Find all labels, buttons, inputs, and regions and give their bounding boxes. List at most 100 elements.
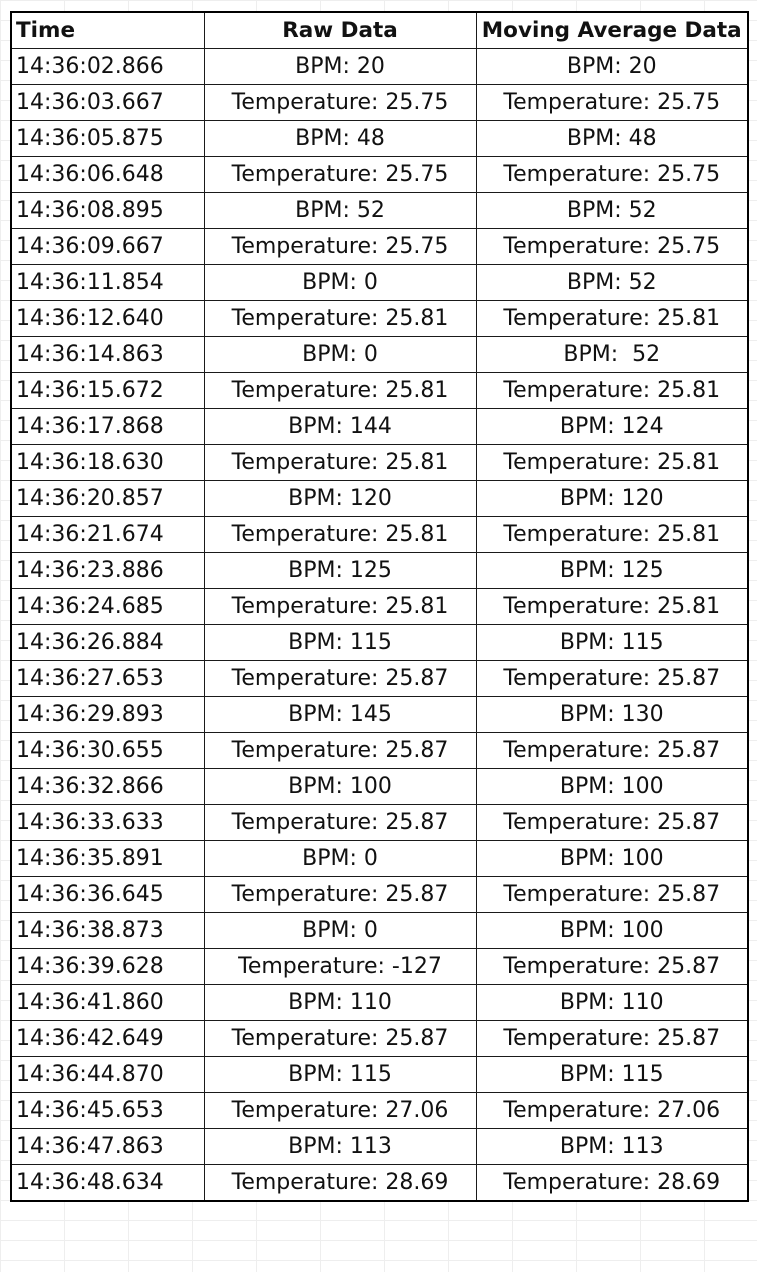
time-cell[interactable]: 14:36:41.860 bbox=[10, 984, 205, 1021]
time-cell[interactable]: 14:36:14.863 bbox=[10, 336, 205, 373]
raw-data-cell[interactable]: BPM: 0 bbox=[203, 912, 477, 949]
raw-data-cell[interactable]: Temperature: 25.75 bbox=[203, 228, 477, 265]
raw-data-cell[interactable]: Temperature: 27.06 bbox=[203, 1092, 477, 1129]
time-cell[interactable]: 14:36:45.653 bbox=[10, 1092, 205, 1129]
raw-data-cell[interactable]: BPM: 113 bbox=[203, 1128, 477, 1165]
raw-data-cell[interactable]: BPM: 0 bbox=[203, 336, 477, 373]
time-cell[interactable]: 14:36:30.655 bbox=[10, 732, 205, 769]
raw-data-cell[interactable]: BPM: 52 bbox=[203, 192, 477, 229]
raw-data-cell[interactable]: BPM: 110 bbox=[203, 984, 477, 1021]
time-cell[interactable]: 14:36:17.868 bbox=[10, 408, 205, 445]
moving-average-cell[interactable]: Temperature: 25.75 bbox=[475, 156, 749, 193]
raw-data-cell[interactable]: Temperature: 25.81 bbox=[203, 588, 477, 625]
time-cell[interactable]: 14:36:06.648 bbox=[10, 156, 205, 193]
moving-average-cell[interactable]: BPM: 115 bbox=[475, 624, 749, 661]
time-cell[interactable]: 14:36:35.891 bbox=[10, 840, 205, 877]
moving-average-cell[interactable]: Temperature: 25.81 bbox=[475, 300, 749, 337]
moving-average-cell[interactable]: Temperature: 25.87 bbox=[475, 804, 749, 841]
moving-average-cell[interactable]: Temperature: 25.81 bbox=[475, 372, 749, 409]
raw-data-cell[interactable]: Temperature: 25.75 bbox=[203, 156, 477, 193]
raw-data-cell[interactable]: Temperature: 25.87 bbox=[203, 732, 477, 769]
time-cell[interactable]: 14:36:09.667 bbox=[10, 228, 205, 265]
raw-data-cell[interactable]: Temperature: 25.81 bbox=[203, 300, 477, 337]
moving-average-cell[interactable]: BPM: 124 bbox=[475, 408, 749, 445]
raw-data-cell[interactable]: Temperature: 25.81 bbox=[203, 516, 477, 553]
time-cell[interactable]: 14:36:27.653 bbox=[10, 660, 205, 697]
raw-data-cell[interactable]: BPM: 145 bbox=[203, 696, 477, 733]
time-cell[interactable]: 14:36:05.875 bbox=[10, 120, 205, 157]
time-cell[interactable]: 14:36:33.633 bbox=[10, 804, 205, 841]
moving-average-cell[interactable]: Temperature: 25.87 bbox=[475, 660, 749, 697]
raw-data-cell[interactable]: BPM: 115 bbox=[203, 1056, 477, 1093]
header-time[interactable]: Time bbox=[10, 11, 205, 49]
raw-data-cell[interactable]: Temperature: 25.87 bbox=[203, 804, 477, 841]
time-cell[interactable]: 14:36:26.884 bbox=[10, 624, 205, 661]
moving-average-cell[interactable]: BPM: 110 bbox=[475, 984, 749, 1021]
moving-average-cell[interactable]: BPM: 113 bbox=[475, 1128, 749, 1165]
raw-data-cell[interactable]: BPM: 20 bbox=[203, 48, 477, 85]
time-cell[interactable]: 14:36:44.870 bbox=[10, 1056, 205, 1093]
raw-data-cell[interactable]: Temperature: 25.75 bbox=[203, 84, 477, 121]
raw-data-cell[interactable]: Temperature: 25.81 bbox=[203, 444, 477, 481]
moving-average-cell[interactable]: BPM: 130 bbox=[475, 696, 749, 733]
time-cell[interactable]: 14:36:21.674 bbox=[10, 516, 205, 553]
moving-average-cell[interactable]: BPM: 52 bbox=[475, 264, 749, 301]
moving-average-cell[interactable]: BPM: 100 bbox=[475, 912, 749, 949]
moving-average-cell[interactable]: Temperature: 25.87 bbox=[475, 1020, 749, 1057]
time-cell[interactable]: 14:36:47.863 bbox=[10, 1128, 205, 1165]
moving-average-cell[interactable]: Temperature: 25.81 bbox=[475, 588, 749, 625]
time-cell[interactable]: 14:36:29.893 bbox=[10, 696, 205, 733]
moving-average-cell[interactable]: BPM: 120 bbox=[475, 480, 749, 517]
raw-data-cell[interactable]: BPM: 115 bbox=[203, 624, 477, 661]
moving-average-cell[interactable]: BPM: 125 bbox=[475, 552, 749, 589]
time-cell[interactable]: 14:36:24.685 bbox=[10, 588, 205, 625]
raw-data-cell[interactable]: Temperature: 28.69 bbox=[203, 1164, 477, 1202]
time-cell[interactable]: 14:36:03.667 bbox=[10, 84, 205, 121]
moving-average-cell[interactable]: BPM: 20 bbox=[475, 48, 749, 85]
time-cell[interactable]: 14:36:20.857 bbox=[10, 480, 205, 517]
moving-average-cell[interactable]: BPM: 52 bbox=[475, 336, 749, 373]
moving-average-cell[interactable]: BPM: 115 bbox=[475, 1056, 749, 1093]
moving-average-cell[interactable]: Temperature: 27.06 bbox=[475, 1092, 749, 1129]
raw-data-cell[interactable]: BPM: 48 bbox=[203, 120, 477, 157]
raw-data-cell[interactable]: Temperature: 25.81 bbox=[203, 372, 477, 409]
header-row: Time Raw Data Moving Average Data bbox=[10, 11, 749, 49]
raw-data-cell[interactable]: BPM: 100 bbox=[203, 768, 477, 805]
raw-data-cell[interactable]: BPM: 0 bbox=[203, 840, 477, 877]
time-cell[interactable]: 14:36:02.866 bbox=[10, 48, 205, 85]
moving-average-cell[interactable]: Temperature: 25.87 bbox=[475, 732, 749, 769]
moving-average-cell[interactable]: Temperature: 25.81 bbox=[475, 516, 749, 553]
moving-average-cell[interactable]: Temperature: 25.87 bbox=[475, 876, 749, 913]
raw-data-cell[interactable]: Temperature: 25.87 bbox=[203, 1020, 477, 1057]
moving-average-cell[interactable]: Temperature: 25.75 bbox=[475, 228, 749, 265]
moving-average-cell[interactable]: BPM: 100 bbox=[475, 768, 749, 805]
raw-data-cell[interactable]: BPM: 144 bbox=[203, 408, 477, 445]
time-cell[interactable]: 14:36:12.640 bbox=[10, 300, 205, 337]
time-cell[interactable]: 14:36:18.630 bbox=[10, 444, 205, 481]
time-cell[interactable]: 14:36:23.886 bbox=[10, 552, 205, 589]
raw-data-cell[interactable]: Temperature: 25.87 bbox=[203, 660, 477, 697]
raw-data-cell[interactable]: BPM: 120 bbox=[203, 480, 477, 517]
time-cell[interactable]: 14:36:36.645 bbox=[10, 876, 205, 913]
raw-data-cell[interactable]: BPM: 0 bbox=[203, 264, 477, 301]
raw-data-cell[interactable]: Temperature: -127 bbox=[203, 948, 477, 985]
time-cell[interactable]: 14:36:15.672 bbox=[10, 372, 205, 409]
header-moving-average-data[interactable]: Moving Average Data bbox=[475, 11, 749, 49]
moving-average-cell[interactable]: Temperature: 25.87 bbox=[475, 948, 749, 985]
moving-average-cell[interactable]: BPM: 100 bbox=[475, 840, 749, 877]
moving-average-cell[interactable]: Temperature: 28.69 bbox=[475, 1164, 749, 1202]
time-cell[interactable]: 14:36:39.628 bbox=[10, 948, 205, 985]
moving-average-cell[interactable]: Temperature: 25.81 bbox=[475, 444, 749, 481]
raw-data-cell[interactable]: BPM: 125 bbox=[203, 552, 477, 589]
moving-average-cell[interactable]: Temperature: 25.75 bbox=[475, 84, 749, 121]
time-cell[interactable]: 14:36:48.634 bbox=[10, 1164, 205, 1202]
time-cell[interactable]: 14:36:11.854 bbox=[10, 264, 205, 301]
moving-average-cell[interactable]: BPM: 52 bbox=[475, 192, 749, 229]
raw-data-cell[interactable]: Temperature: 25.87 bbox=[203, 876, 477, 913]
header-raw-data[interactable]: Raw Data bbox=[203, 11, 477, 49]
time-cell[interactable]: 14:36:08.895 bbox=[10, 192, 205, 229]
time-cell[interactable]: 14:36:42.649 bbox=[10, 1020, 205, 1057]
time-cell[interactable]: 14:36:38.873 bbox=[10, 912, 205, 949]
time-cell[interactable]: 14:36:32.866 bbox=[10, 768, 205, 805]
moving-average-cell[interactable]: BPM: 48 bbox=[475, 120, 749, 157]
